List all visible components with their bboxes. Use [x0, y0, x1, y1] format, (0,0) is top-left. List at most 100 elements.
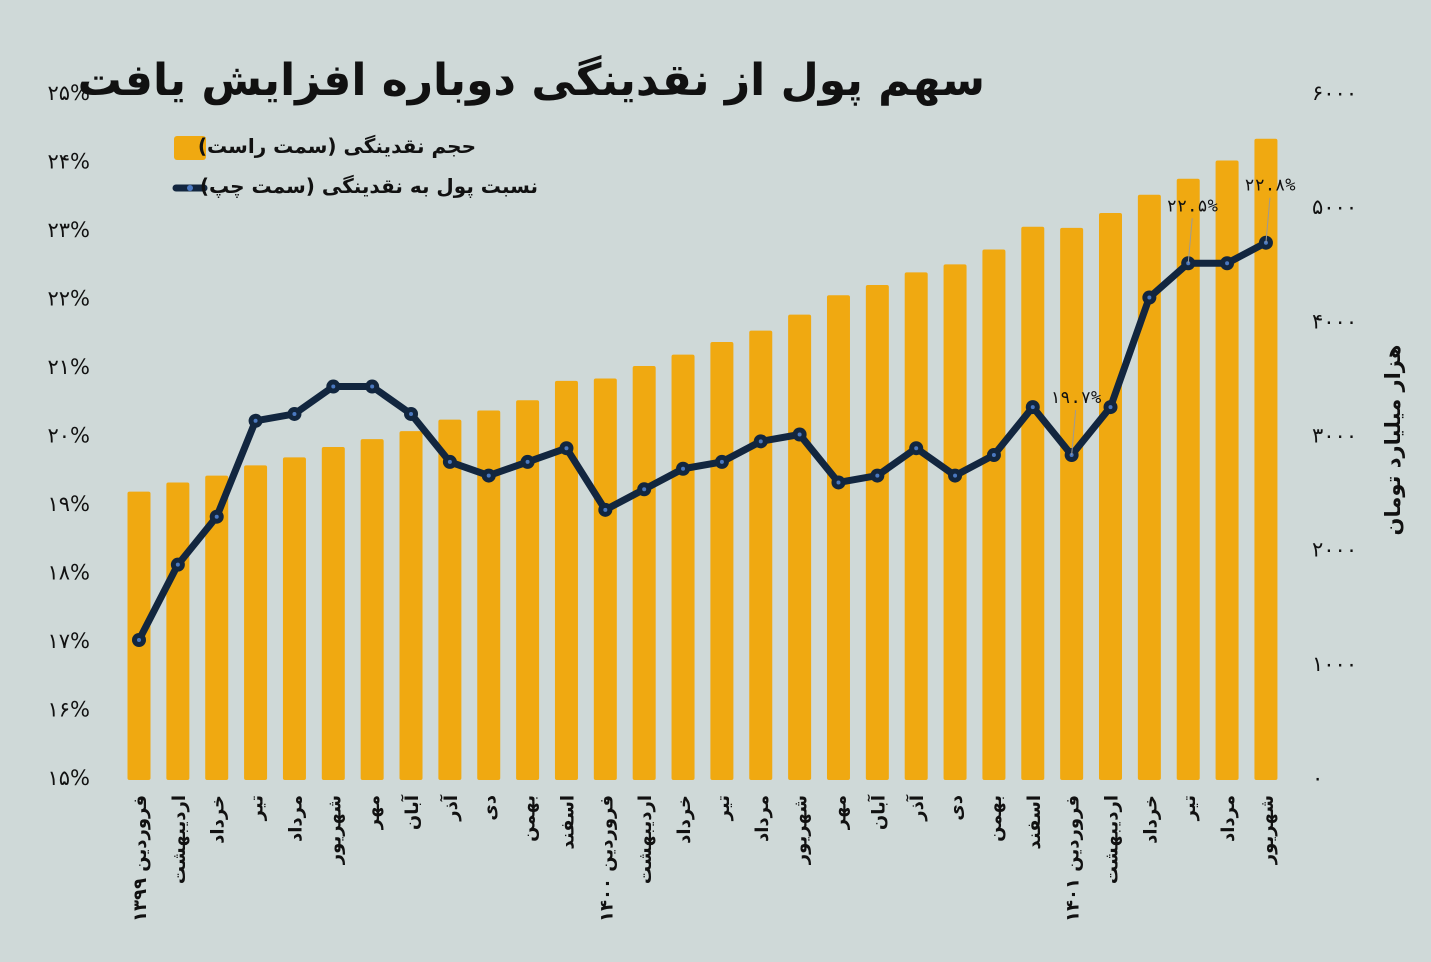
- category-label: بهمن: [985, 795, 1006, 842]
- line-point-center: [991, 453, 996, 458]
- bar: [1060, 227, 1084, 780]
- line-point-center: [525, 459, 530, 464]
- right-tick-label: ۶۰۰۰: [1312, 81, 1357, 105]
- category-label: فروردین ۱۳۹۹: [130, 795, 151, 922]
- left-tick-label: ۲۵%: [47, 81, 90, 105]
- bar: [1099, 213, 1122, 780]
- line-point-center: [331, 384, 336, 389]
- line-point-center: [836, 480, 841, 485]
- line-point-center: [409, 411, 414, 416]
- line-point-center: [642, 487, 647, 492]
- bar: [360, 439, 384, 780]
- right-tick-label: ۱۰۰۰: [1312, 652, 1357, 676]
- category-label: اردیبهشت: [1102, 795, 1123, 884]
- bar: [632, 366, 656, 780]
- chart-title: سهم پول از نقدینگی دوباره افزایش یافت: [78, 54, 985, 106]
- bar: [1176, 178, 1200, 780]
- bar: [205, 475, 229, 780]
- category-label: اردیبهشت: [635, 795, 656, 884]
- category-label: آبان: [400, 794, 423, 830]
- category-label: مهر: [829, 795, 850, 830]
- bar: [749, 330, 773, 780]
- category-label: دی: [480, 795, 501, 821]
- line-point-center: [914, 446, 919, 451]
- bar: [166, 482, 190, 780]
- left-tick-label: ۲۱%: [47, 355, 90, 379]
- right-tick-label: ۳۰۰۰: [1312, 424, 1357, 448]
- bar: [788, 314, 812, 780]
- line-point-center: [719, 459, 724, 464]
- category-label: تیر: [247, 795, 268, 821]
- category-label: فروردین ۱۴۰۰: [596, 795, 617, 922]
- line-point-center: [370, 384, 375, 389]
- bars: [127, 138, 1278, 781]
- line-point-center: [175, 562, 180, 567]
- line-point-center: [681, 466, 686, 471]
- line-point-center: [253, 418, 258, 423]
- category-label: مرداد: [285, 795, 306, 842]
- line-point-center: [758, 439, 763, 444]
- category-label: شهریور: [324, 795, 345, 865]
- category-label: آذر: [439, 794, 462, 822]
- category-label: مرداد: [1218, 795, 1239, 842]
- line-point-center: [1147, 295, 1152, 300]
- category-label: مرداد: [752, 795, 773, 842]
- category-label: فروردین ۱۴۰۱: [1063, 795, 1084, 922]
- bar: [1137, 194, 1161, 780]
- bar: [593, 378, 617, 780]
- line-point-center: [137, 638, 141, 642]
- category-label: شهریور: [791, 795, 812, 865]
- left-tick-label: ۲۰%: [47, 424, 90, 448]
- line-path: [135, 239, 1268, 642]
- bar: [399, 431, 423, 780]
- bar: [982, 249, 1006, 781]
- legend-bar-swatch: [174, 136, 206, 160]
- left-tick-label: ۲۲%: [47, 287, 90, 311]
- category-label: خرداد: [208, 795, 229, 844]
- line-point-center: [564, 446, 569, 451]
- legend-line-label: نسبت پول به نقدینگی (سمت چپ): [200, 174, 538, 199]
- data-label-leader: [1265, 197, 1271, 243]
- bar: [904, 272, 928, 780]
- bar: [671, 354, 695, 780]
- bar: [1254, 138, 1278, 780]
- line-point-center: [875, 473, 880, 478]
- line-point-center: [603, 507, 608, 512]
- category-label: دی: [946, 795, 967, 821]
- left-axis: ۱۵% ۱۶% ۱۷% ۱۸% ۱۹% ۲۰% ۲۱% ۲۲% ۲۳% ۲۴% ۲۵%: [47, 81, 90, 790]
- bar: [477, 410, 501, 780]
- category-label: مهر: [363, 795, 384, 830]
- category-label: اسفند: [557, 795, 578, 850]
- left-tick-label: ۱۶%: [47, 698, 90, 722]
- legend: حجم نقدینگی (سمت راست) نسبت پول به نقدین…: [172, 134, 538, 199]
- line-point-center: [1030, 405, 1035, 410]
- data-label: ۲۲.۵%: [1167, 196, 1218, 216]
- line-point-center: [1225, 261, 1230, 266]
- category-label: شهریور: [1257, 795, 1278, 865]
- line-point-center: [797, 432, 802, 437]
- line-point-center: [953, 473, 958, 478]
- bar: [516, 400, 540, 780]
- bar: [244, 465, 268, 780]
- bar: [282, 457, 306, 780]
- bar: [826, 295, 850, 780]
- legend-bar-label: حجم نقدینگی (سمت راست): [198, 134, 476, 158]
- data-label-leader: [1071, 410, 1077, 456]
- left-tick-label: ۲۳%: [47, 218, 90, 242]
- line-point-center: [1108, 405, 1113, 410]
- left-tick-label: ۱۹%: [47, 492, 90, 516]
- category-label: آذر: [905, 794, 928, 822]
- right-tick-label: ۲۰۰۰: [1312, 538, 1357, 562]
- bar: [438, 419, 462, 780]
- category-label: خرداد: [1140, 795, 1161, 844]
- category-label: خرداد: [674, 795, 695, 844]
- category-labels: فروردین ۱۳۹۹ اردیبهشت خرداد تیر مرداد شهریور م…: [130, 794, 1278, 922]
- data-label: ۲۲.۸%: [1244, 176, 1295, 196]
- right-axis: ۰ ۱۰۰۰ ۲۰۰۰ ۳۰۰۰ ۴۰۰۰ ۵۰۰۰ ۶۰۰۰: [1312, 81, 1357, 790]
- bar: [554, 380, 578, 780]
- right-tick-label: ۴۰۰۰: [1312, 309, 1357, 333]
- data-label-leader: [1187, 218, 1193, 264]
- category-label: اردیبهشت: [169, 795, 190, 884]
- line-point-center: [486, 473, 491, 478]
